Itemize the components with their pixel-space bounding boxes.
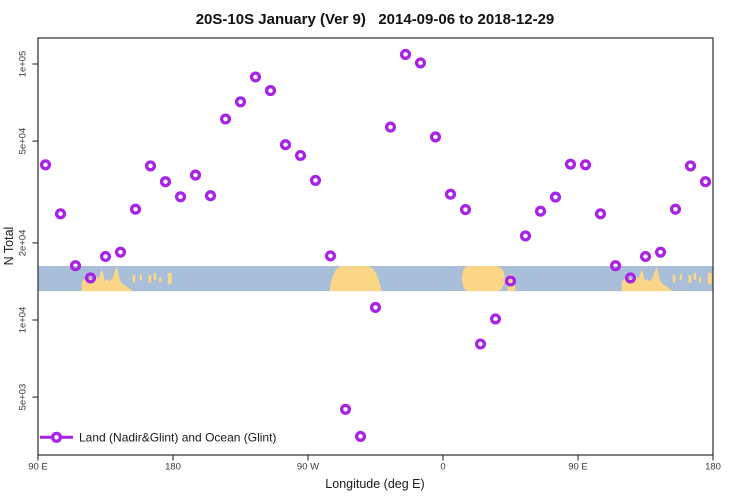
data-point: [669, 203, 682, 215]
data-point: [444, 188, 457, 200]
data-point: [219, 113, 232, 125]
land-island: [699, 277, 702, 283]
data-point: [99, 250, 112, 263]
data-point: [399, 48, 412, 60]
land-island: [688, 275, 692, 283]
data-point: [489, 313, 502, 325]
land-island: [167, 272, 172, 285]
data-point: [174, 191, 187, 203]
x-tick-label: 90 E: [568, 462, 588, 473]
land-island: [707, 272, 712, 285]
data-point: [594, 208, 607, 220]
data-point: [459, 204, 472, 216]
y-tick-label: 5e+04: [18, 128, 29, 155]
land-patch-australia-repeat: [621, 267, 673, 292]
data-point: [414, 57, 427, 69]
y-tick-label: 1e+04: [18, 307, 29, 334]
legend-label: Land (Nadir&Glint) and Ocean (Glint): [79, 431, 276, 445]
land-island: [693, 273, 697, 280]
land-island: [672, 274, 676, 283]
land-island: [132, 274, 136, 283]
data-point: [519, 230, 532, 242]
data-point: [129, 203, 142, 215]
land-island: [148, 275, 152, 283]
data-point: [204, 190, 217, 202]
x-tick-label: 0: [440, 462, 445, 473]
data-point: [639, 250, 652, 263]
data-point: [429, 131, 442, 143]
data-point: [534, 205, 547, 217]
chart-generated-layer: 90 E 180 90 W 0 90 E 180 1e+05 5e+04 2e+04 1e+04 5…: [18, 37, 721, 473]
y-tick-label: 5e+03: [18, 384, 29, 411]
data-point: [39, 159, 52, 171]
land-island: [159, 277, 162, 283]
land-island: [153, 273, 157, 280]
data-point: [699, 176, 712, 188]
x-tick-label: 180: [705, 462, 721, 473]
data-point: [159, 176, 172, 188]
x-tick-label: 90 E: [28, 462, 48, 473]
y-axis-label: N Total: [2, 227, 16, 266]
data-point: [54, 208, 67, 220]
data-point: [114, 246, 127, 258]
legend-marker-circle: [50, 431, 63, 443]
plot-frame: [37, 37, 714, 456]
data-point: [234, 96, 247, 108]
data-point: [264, 85, 277, 97]
x-tick-label: 90 W: [297, 462, 319, 473]
data-point: [549, 191, 562, 203]
data-point: [369, 301, 382, 313]
y-tick-label: 1e+05: [18, 51, 29, 78]
data-point: [609, 260, 622, 272]
data-point: [294, 149, 307, 162]
land-patch-australia-indonesia: [81, 267, 133, 292]
data-point: [624, 272, 637, 284]
land-patch-south-america: [329, 266, 382, 292]
land-island: [679, 274, 682, 281]
data-point: [144, 160, 157, 172]
data-point: [324, 250, 337, 262]
x-tick-label: 180: [165, 462, 181, 473]
data-point: [279, 139, 292, 151]
data-point: [354, 430, 367, 442]
y-tick-label: 2e+04: [18, 230, 29, 257]
data-point: [654, 246, 667, 258]
data-point: [384, 121, 397, 133]
data-point: [579, 159, 592, 171]
data-point: [684, 160, 697, 172]
data-point: [189, 169, 202, 181]
x-axis-label: Longitude (deg E): [325, 477, 424, 491]
data-point: [474, 338, 487, 350]
land-patch-africa: [461, 266, 505, 292]
data-point: [309, 174, 322, 186]
data-point: [69, 260, 82, 272]
land-island: [139, 274, 142, 281]
data-point: [84, 272, 97, 284]
data-point: [339, 403, 352, 415]
data-point: [504, 275, 517, 287]
data-point: [249, 71, 262, 83]
chart-title: 20S-10S January (Ver 9) 2014-09-06 to 20…: [196, 11, 555, 28]
data-point: [564, 158, 577, 170]
